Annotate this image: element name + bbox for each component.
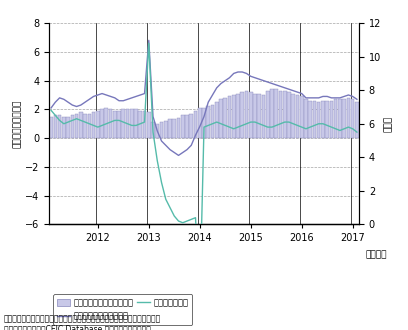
Bar [270,89,274,138]
Bar [164,121,168,138]
Bar [185,115,189,138]
Bar [308,101,312,138]
Bar [181,115,184,138]
Bar [87,114,91,138]
Bar [342,99,346,138]
Text: （年月）: （年月） [365,250,387,260]
Bar [62,116,66,138]
Bar [215,102,219,138]
Bar [189,114,193,138]
Bar [211,105,214,138]
Bar [338,99,342,138]
Bar [291,94,295,138]
Bar [232,95,235,138]
Bar [219,99,223,138]
Bar [194,111,197,138]
Bar [279,91,282,138]
Bar [304,99,308,138]
Bar [300,96,304,138]
Bar [198,108,202,138]
Y-axis label: （％）: （％） [384,116,393,132]
Bar [75,114,78,138]
Bar [130,109,133,138]
Bar [66,116,70,138]
Bar [173,119,176,138]
Bar [296,95,299,138]
Bar [224,98,227,138]
Bar [134,109,138,138]
Bar [253,94,257,138]
Bar [151,122,155,138]
Bar [355,102,359,138]
Bar [245,91,248,138]
Bar [138,111,142,138]
Bar [334,99,337,138]
Bar [317,102,321,138]
Bar [177,118,180,138]
Bar [53,115,57,138]
Bar [160,122,163,138]
Text: 備考：実質個人消費支出、実質可処分所得は前年同月比、貯蓄率は当月分。: 備考：実質個人消費支出、実質可処分所得は前年同月比、貯蓄率は当月分。 [4,314,161,323]
Bar [83,114,87,138]
Bar [113,111,117,138]
Bar [325,101,329,138]
Bar [351,99,355,138]
Bar [313,101,316,138]
Bar [206,107,210,138]
Bar [275,89,278,138]
Y-axis label: （前年同月比、％）: （前年同月比、％） [13,100,22,148]
Bar [287,92,291,138]
Bar [257,94,261,138]
Bar [126,109,129,138]
Bar [168,119,172,138]
Bar [249,92,253,138]
Text: 資料：米国商務省、CEIC Database から経済産業省作成。: 資料：米国商務省、CEIC Database から経済産業省作成。 [4,324,151,330]
Legend: 実質個人消費支出（左軸）, 実質可処分所得（左軸）, 貯蓄率（右軸）: 実質個人消費支出（左軸）, 実質可処分所得（左軸）, 貯蓄率（右軸） [53,294,192,325]
Bar [347,98,350,138]
Bar [143,111,146,138]
Bar [330,101,333,138]
Bar [236,94,240,138]
Bar [266,91,270,138]
Bar [92,112,95,138]
Bar [283,91,286,138]
Bar [49,116,53,138]
Bar [100,109,104,138]
Bar [96,111,100,138]
Bar [109,109,112,138]
Bar [104,108,108,138]
Bar [147,112,151,138]
Bar [71,115,74,138]
Bar [58,115,61,138]
Bar [202,108,206,138]
Bar [262,95,265,138]
Bar [79,112,83,138]
Bar [240,92,244,138]
Bar [228,96,231,138]
Bar [117,111,121,138]
Bar [122,109,125,138]
Bar [155,124,159,138]
Bar [321,101,325,138]
